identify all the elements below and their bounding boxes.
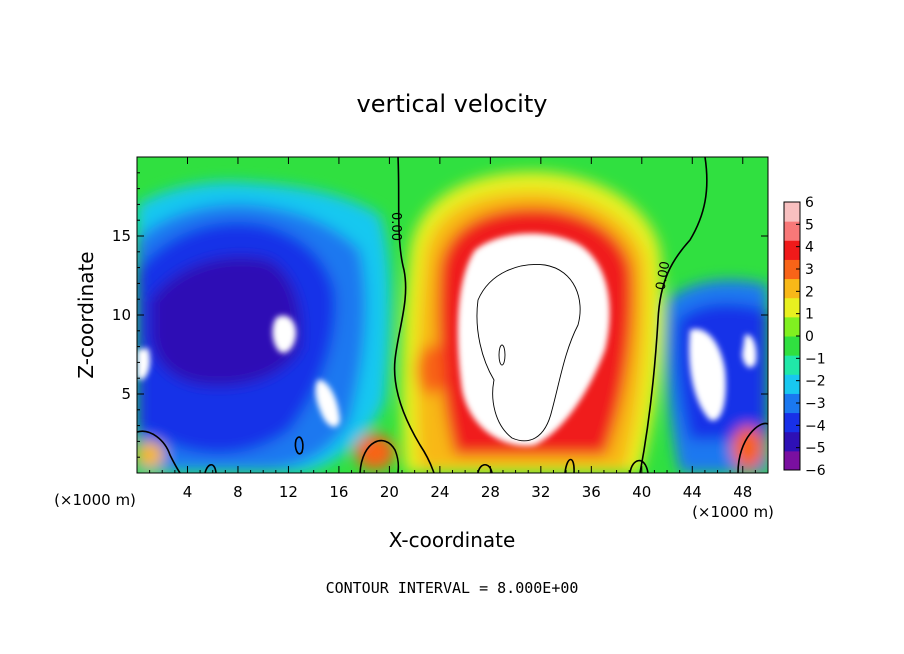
colorbar-label: 2	[805, 284, 814, 300]
contour-interval-note: CONTOUR INTERVAL = 8.000E+00	[326, 579, 579, 597]
right-white-patch-2	[742, 334, 757, 368]
zero-contour-right-updraft	[639, 157, 708, 473]
saturated-regions	[137, 233, 757, 446]
x-unit-left: (×1000 m)	[54, 491, 136, 509]
colorbar-label: −5	[805, 441, 826, 457]
colorbar-swatch	[784, 393, 800, 414]
y-tick-label: 10	[112, 306, 131, 324]
colorbar-swatch	[784, 316, 800, 337]
colorbar-label: 0	[805, 329, 814, 345]
x-tick-label: 32	[531, 483, 550, 501]
x-unit-right: (×1000 m)	[692, 503, 774, 521]
zero-contour-low-left	[137, 430, 181, 473]
colorbar-swatch	[784, 374, 800, 394]
y-tick-label: 5	[121, 385, 131, 403]
y-axis: 5 10 15	[112, 172, 768, 458]
colorbar-swatch	[784, 202, 800, 222]
warm-spot-1km	[137, 441, 164, 469]
colorbar-swatch	[784, 450, 800, 471]
x-tick-label: 28	[481, 483, 500, 501]
zero-contour-spot-b	[204, 463, 217, 473]
x-tick-label: 4	[183, 483, 193, 501]
x-tick-label: 8	[233, 483, 243, 501]
contour-label-group: 0.00 0.00	[388, 212, 674, 291]
colorbar-label: 4	[805, 240, 814, 256]
contour-label: 0.00	[654, 260, 674, 291]
colorbar-label: 3	[805, 262, 814, 278]
warm-spot-48km	[732, 426, 764, 470]
colorbar-swatch	[784, 412, 800, 433]
left-white-patch-2	[137, 348, 150, 380]
zero-contour-spot-e	[564, 458, 575, 473]
contour-lines	[137, 157, 768, 473]
x-axis-label: X-coordinate	[389, 528, 516, 552]
zero-contour-spot-c	[359, 439, 400, 473]
x-tick-label: 40	[632, 483, 651, 501]
colorbar-label: −1	[805, 351, 826, 367]
colorbar-label: 5	[805, 217, 814, 233]
colorbar-swatch	[784, 297, 800, 318]
colorbar-swatch	[784, 336, 800, 356]
right-white-patch-1	[689, 329, 726, 421]
colorbar-swatch	[784, 221, 800, 241]
colorbar-label: 6	[805, 195, 814, 211]
zero-contour-spot-d	[477, 463, 493, 473]
zero-contour-spot-a	[294, 436, 304, 455]
x-tick-label: 36	[582, 483, 601, 501]
zero-contour-spot-f	[629, 459, 649, 473]
chart-title: vertical velocity	[357, 90, 548, 118]
colorbar-label: −4	[805, 418, 826, 434]
warm-spot-19km	[355, 434, 395, 470]
colorbar-swatch	[784, 355, 800, 375]
colorbar-swatch	[784, 259, 800, 280]
x-tick-label: 16	[329, 483, 348, 501]
x-tick-label: 24	[430, 483, 449, 501]
left-white-patch-1	[272, 315, 296, 353]
x-tick-label: 44	[683, 483, 702, 501]
contour-label: 0.00	[388, 212, 403, 241]
colorbar-label: 1	[805, 307, 814, 323]
x-tick-label: 12	[279, 483, 298, 501]
left-dark-region	[150, 256, 302, 387]
x-tick-label: 48	[733, 483, 752, 501]
zero-contour-spot-g	[737, 422, 768, 473]
colorbar-label: −3	[805, 396, 826, 412]
colorbar-swatch	[784, 431, 800, 452]
left-white-patch-3	[315, 379, 340, 427]
updraft-core-white	[457, 233, 610, 446]
inner-updraft-contour	[476, 264, 581, 442]
plot-area	[137, 157, 768, 473]
inner-contours	[476, 264, 581, 442]
y-tick-label: 15	[112, 227, 131, 245]
colorbar-label: −2	[805, 374, 826, 390]
colorbar-label: −6	[805, 463, 826, 479]
colorbar-swatch	[784, 240, 800, 260]
y-axis-label: Z-coordinate	[74, 251, 98, 378]
warm-spot-23km	[416, 345, 444, 395]
zero-contour-left-updraft	[393, 157, 435, 473]
x-axis: 4 8 12 16 20 24 28 32 36 40 44 48	[149, 157, 756, 501]
inner-small-contour	[498, 344, 506, 366]
colorbar: 6 5 4 3 2 1 0 −1 −2 −3 −4 −5 −6	[783, 195, 826, 479]
colorbar-swatch	[784, 278, 800, 299]
x-tick-label: 20	[380, 483, 399, 501]
